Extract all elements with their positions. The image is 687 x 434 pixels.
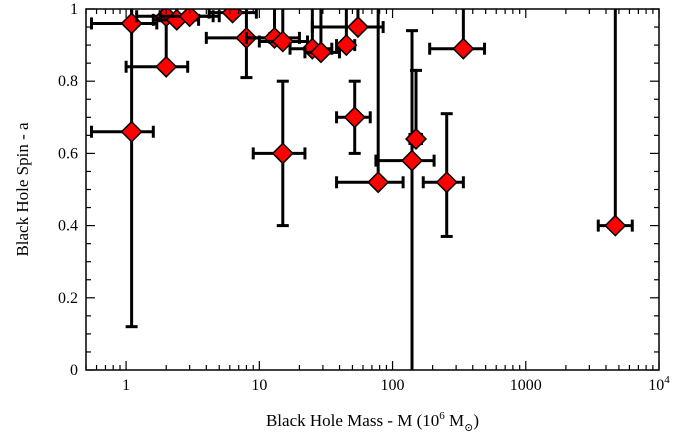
data-series	[90, 9, 634, 370]
data-point-group	[335, 79, 372, 155]
data-point	[367, 171, 390, 194]
data-point-group	[374, 29, 436, 370]
data-point-group	[428, 9, 487, 60]
data-point	[309, 41, 332, 64]
x-axis-title-unit: M	[445, 411, 464, 430]
data-point-group	[310, 9, 385, 39]
axis-ticks	[85, 8, 660, 371]
x-tick-label: 104	[648, 374, 670, 394]
data-point	[400, 149, 424, 172]
data-point	[155, 55, 178, 78]
data-point	[404, 127, 428, 151]
plot-area	[90, 9, 634, 370]
y-tick-label: 0.4	[58, 218, 78, 235]
x-axis-title-exponent: 6	[439, 410, 445, 422]
data-point	[435, 171, 458, 194]
data-point	[271, 142, 294, 165]
x-tick-label: 10	[251, 377, 267, 394]
y-axis-title: Black Hole Spin - a	[13, 122, 32, 257]
data-point	[120, 120, 143, 143]
data-point-group	[90, 9, 155, 329]
x-axis-title-close: )	[473, 411, 479, 430]
data-point	[346, 15, 370, 39]
y-tick-label: 0.2	[58, 290, 78, 307]
data-point-group	[251, 79, 307, 228]
x-axis-title: Black Hole Mass - M (106 M⊙)	[266, 410, 479, 434]
x-tick-label: 1	[122, 377, 130, 394]
data-point-group	[257, 9, 310, 53]
data-point-group	[335, 9, 358, 57]
data-point	[120, 12, 143, 35]
data-point	[604, 214, 627, 237]
data-point-group	[207, 9, 258, 24]
data-point	[452, 37, 475, 60]
x-axis-title-text: Black Hole Mass - M (10	[266, 411, 439, 430]
data-point-group	[404, 68, 428, 151]
y-tick-label: 1	[70, 1, 78, 18]
y-tick-label: 0.6	[58, 145, 78, 162]
data-point-group	[596, 9, 634, 237]
data-point	[335, 34, 358, 57]
x-tick-label: 100	[381, 377, 405, 394]
x-tick-label-exponent: 4	[664, 374, 670, 386]
data-point	[221, 9, 244, 24]
y-tick-label: 0	[70, 362, 78, 379]
data-point-group	[421, 112, 465, 238]
data-point-group	[335, 9, 405, 194]
data-point	[343, 106, 366, 129]
x-tick-label: 1000	[510, 377, 542, 394]
tick-labels: 1 10 100 1000 104 0 0.2 0.4 0.6 0.8 1	[58, 1, 670, 394]
y-tick-label: 0.8	[58, 73, 78, 90]
data-point	[178, 9, 201, 28]
data-point	[271, 30, 294, 53]
x-axis-title-subscript: ⊙	[464, 422, 473, 434]
data-point-group	[90, 9, 159, 35]
